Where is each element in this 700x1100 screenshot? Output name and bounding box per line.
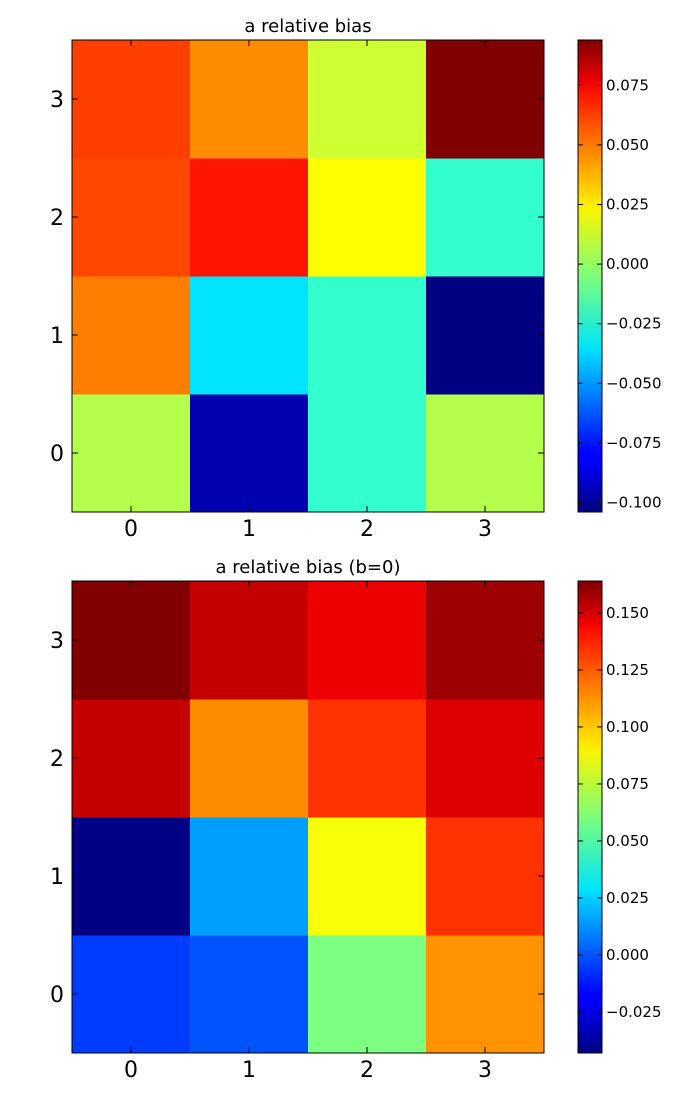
colorbar-tick-label: −0.100 xyxy=(606,493,662,511)
y-tick-label: 0 xyxy=(50,442,64,467)
heatmap-cell xyxy=(426,394,545,513)
x-tick-label: 3 xyxy=(478,1058,492,1083)
chart-title: a relative bias xyxy=(244,16,371,37)
heatmap-cell xyxy=(72,158,191,277)
colorbar xyxy=(577,580,603,1054)
heatmap-cell xyxy=(308,40,427,159)
heatmap-cell xyxy=(190,394,309,513)
colorbar-tick-label: 0.100 xyxy=(606,718,649,736)
heatmap-cell xyxy=(190,40,309,159)
colorbar-tick-label: 0.050 xyxy=(606,136,649,154)
colorbar-tick-label: 0.075 xyxy=(606,76,649,94)
colorbar-tick-label: 0.025 xyxy=(606,889,649,907)
colorbar-ticks: −0.100 −0.075 −0.050 −0.025 0.000 0.025 0.050 0… xyxy=(578,76,662,511)
plot-frame xyxy=(71,39,545,513)
heatmap-cell xyxy=(72,581,191,700)
colorbar-tick-label: 0.125 xyxy=(606,661,649,679)
heatmap-cell xyxy=(72,935,191,1054)
heatmap-cell xyxy=(72,817,191,936)
x-tick-label: 1 xyxy=(242,517,256,542)
heatmap-cell xyxy=(190,276,309,395)
x-axis-ticks: 0 1 2 3 xyxy=(124,40,492,542)
colorbar-tick-label: −0.050 xyxy=(606,374,662,392)
heatmap-cell xyxy=(426,699,545,818)
heatmap-panel-relative-bias-b0: a relative bias (b=0) 0 1 2 3 0 1 2 3 −0.025 0.… xyxy=(50,557,662,1083)
colorbar xyxy=(577,39,603,513)
colorbar-tick-label: −0.025 xyxy=(606,315,662,333)
heatmap-cell xyxy=(426,935,545,1054)
heatmap-cell xyxy=(308,158,427,277)
heatmap-cell xyxy=(426,817,545,936)
heatmap-cell xyxy=(190,581,309,700)
colorbar-tick-label: 0.025 xyxy=(606,195,649,213)
heatmap-cell xyxy=(308,935,427,1054)
heatmap-cell xyxy=(190,699,309,818)
heatmap-cell xyxy=(308,276,427,395)
heatmap-cell xyxy=(308,394,427,513)
heatmap-cell xyxy=(426,158,545,277)
heatmap-cell xyxy=(426,581,545,700)
chart-title: a relative bias (b=0) xyxy=(216,557,401,578)
heatmap-cell xyxy=(308,581,427,700)
y-tick-label: 3 xyxy=(50,629,64,654)
x-tick-label: 3 xyxy=(478,517,492,542)
y-tick-label: 2 xyxy=(50,747,64,772)
heatmap-cells xyxy=(72,581,545,1054)
y-axis-ticks: 0 1 2 3 xyxy=(50,88,544,467)
x-tick-label: 1 xyxy=(242,1058,256,1083)
heatmap-cell xyxy=(190,935,309,1054)
x-tick-label: 0 xyxy=(124,517,138,542)
plot-frame xyxy=(71,580,545,1054)
x-tick-label: 2 xyxy=(360,517,374,542)
colorbar-tick-label: 0.150 xyxy=(606,604,649,622)
heatmap-cell xyxy=(190,158,309,277)
heatmap-cell xyxy=(72,699,191,818)
colorbar-tick-label: −0.025 xyxy=(606,1003,662,1021)
y-tick-label: 2 xyxy=(50,206,64,231)
x-tick-label: 0 xyxy=(124,1058,138,1083)
colorbar-tick-label: 0.000 xyxy=(606,255,649,273)
heatmap-cell xyxy=(308,699,427,818)
y-tick-label: 0 xyxy=(50,983,64,1008)
y-axis-ticks: 0 1 2 3 xyxy=(50,629,544,1008)
y-tick-label: 1 xyxy=(50,324,64,349)
heatmap-cell xyxy=(426,276,545,395)
colorbar-tick-label: 0.000 xyxy=(606,946,649,964)
heatmap-cell xyxy=(308,817,427,936)
x-axis-ticks: 0 1 2 3 xyxy=(124,581,492,1083)
heatmap-cell xyxy=(72,40,191,159)
heatmap-cell xyxy=(190,817,309,936)
heatmap-cell xyxy=(426,40,545,159)
y-tick-label: 1 xyxy=(50,865,64,890)
heatmap-cells xyxy=(72,40,545,513)
y-tick-label: 3 xyxy=(50,88,64,113)
heatmap-cell xyxy=(72,394,191,513)
colorbar-tick-label: 0.050 xyxy=(606,832,649,850)
colorbar-tick-label: 0.075 xyxy=(606,775,649,793)
heatmap-cell xyxy=(72,276,191,395)
colorbar-ticks: −0.025 0.000 0.025 0.050 0.075 0.100 0.125 0.15… xyxy=(578,604,662,1021)
x-tick-label: 2 xyxy=(360,1058,374,1083)
colorbar-tick-label: −0.075 xyxy=(606,434,662,452)
